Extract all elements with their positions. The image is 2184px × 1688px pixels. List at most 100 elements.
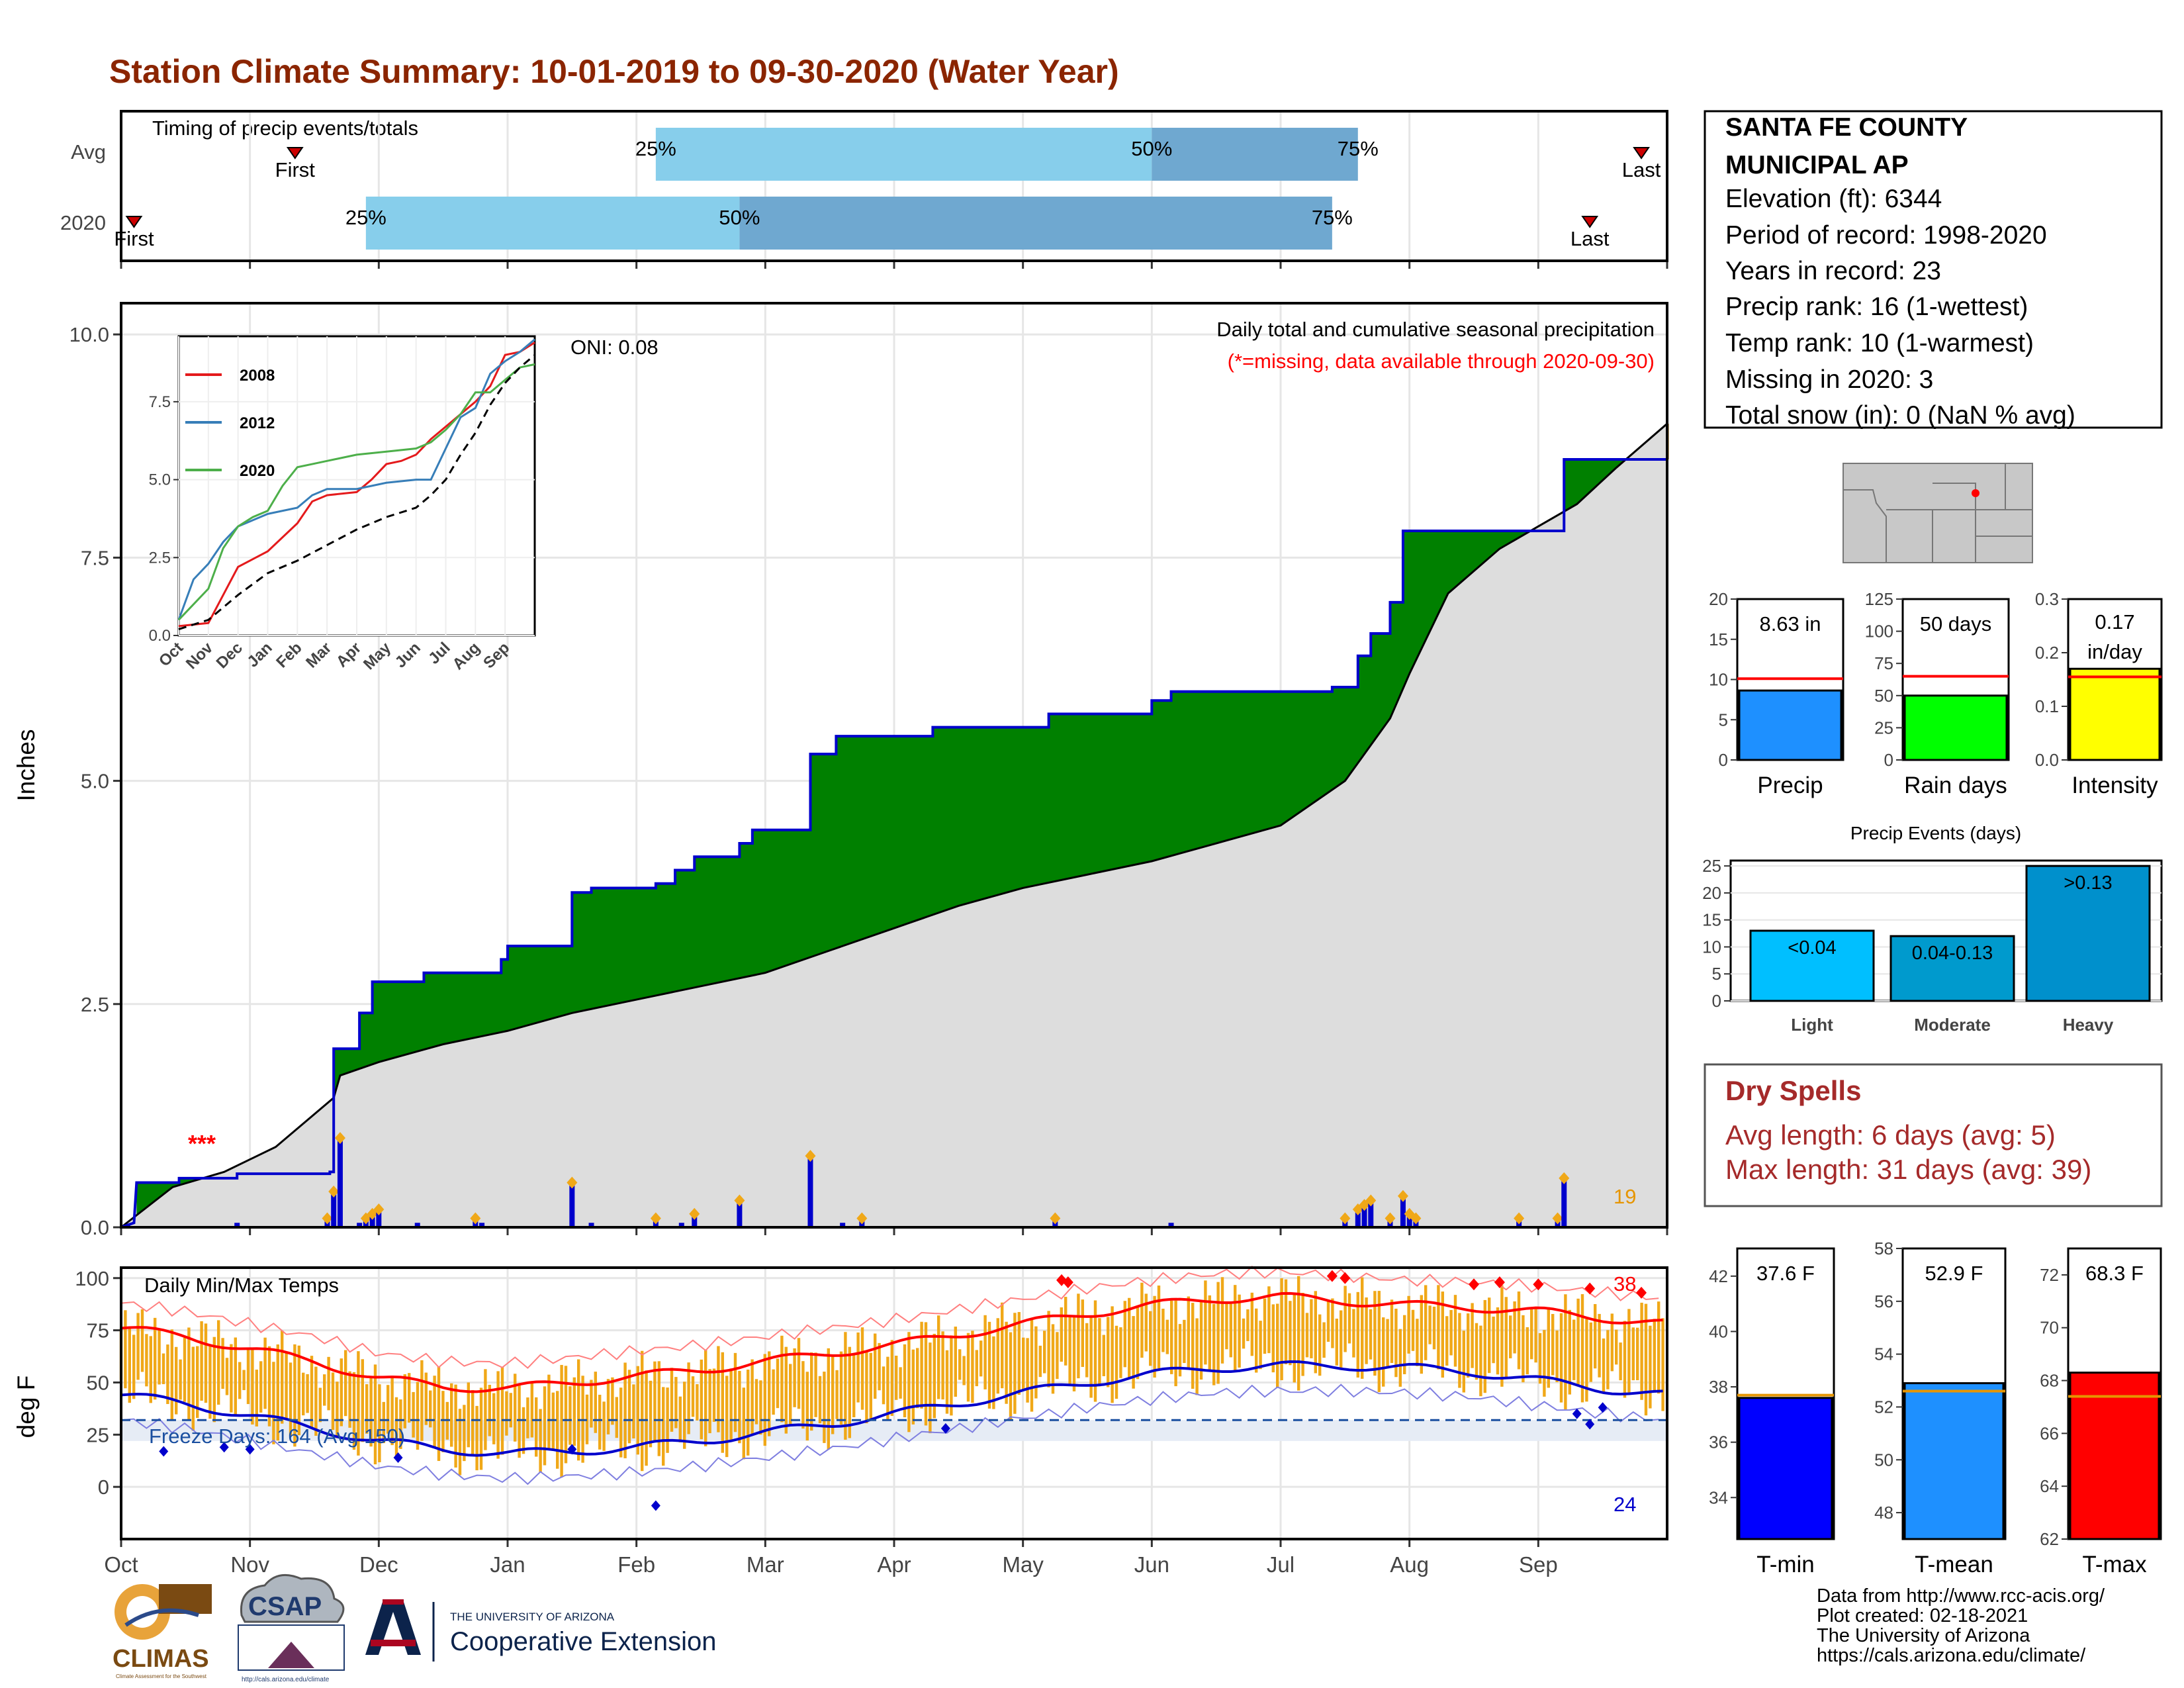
daily-temp-range-bar [1331, 1298, 1334, 1348]
surplus-fill [768, 829, 770, 972]
surplus-fill [180, 1178, 183, 1185]
daily-temp-range-bar [373, 1364, 377, 1465]
daily-temp-range-bar [606, 1379, 610, 1434]
surplus-fill [1214, 691, 1217, 844]
daily-temp-range-bar [1077, 1293, 1080, 1379]
surplus-fill [931, 736, 933, 915]
surplus-fill [1418, 530, 1420, 654]
surplus-fill [829, 754, 832, 951]
surplus-fill [577, 892, 579, 1012]
surplus-fill [1614, 459, 1616, 469]
daily-temp-range-bar [975, 1350, 978, 1387]
surplus-fill [1058, 714, 1060, 881]
surplus-fill [527, 946, 529, 1025]
timing-percent-label: 25% [635, 137, 676, 160]
surplus-fill [388, 982, 391, 1059]
daily-temp-range-bar [1530, 1309, 1533, 1360]
surplus-fill [588, 892, 591, 1009]
surplus-fill [1034, 727, 1036, 886]
surplus-fill [1304, 691, 1307, 808]
surplus-fill [385, 982, 387, 1060]
daily-temp-range-bar [390, 1376, 394, 1446]
surplus-fill [1367, 655, 1369, 750]
precip-summary-category-label: Precip [1757, 773, 1823, 798]
surplus-fill [999, 727, 1002, 894]
surplus-fill [518, 946, 520, 1028]
surplus-fill [1046, 727, 1048, 883]
surplus-fill [484, 972, 486, 1036]
surplus-fill [989, 727, 991, 898]
daily-temp-range-bar [429, 1390, 432, 1428]
surplus-fill [1506, 530, 1508, 545]
surplus-fill [815, 754, 817, 955]
surplus-fill [1247, 691, 1249, 835]
daily-temp-range-bar [747, 1369, 750, 1456]
surplus-fill [1186, 691, 1189, 852]
surplus-fill [671, 883, 673, 992]
surplus-fill [622, 888, 624, 1003]
surplus-fill [148, 1182, 150, 1206]
daily-temp-range-bar [1229, 1303, 1232, 1358]
surplus-fill [534, 946, 537, 1023]
daily-temp-range-bar [149, 1336, 152, 1403]
surplus-fill [672, 883, 674, 992]
daily-temp-range-bar [242, 1370, 246, 1390]
month-label: Apr [877, 1552, 911, 1577]
surplus-fill [1360, 655, 1363, 759]
daily-temp-range-bar [509, 1393, 512, 1428]
daily-temp-range-bar [1568, 1309, 1571, 1395]
surplus-fill [1163, 700, 1165, 858]
surplus-fill [1073, 714, 1075, 878]
surplus-fill [1602, 459, 1605, 480]
surplus-fill [1349, 686, 1351, 775]
surplus-fill [1120, 714, 1123, 868]
daily-temp-range-bar [1030, 1317, 1034, 1412]
surplus-fill [384, 982, 386, 1061]
surplus-fill [788, 829, 790, 965]
surplus-fill [1092, 714, 1095, 874]
surplus-fill [1050, 714, 1052, 882]
surplus-fill [592, 888, 595, 1009]
cold-day-marker [940, 1423, 950, 1434]
month-label: Feb [617, 1552, 655, 1577]
surplus-fill [1225, 691, 1227, 841]
surplus-fill [1266, 691, 1269, 829]
surplus-fill [1032, 727, 1034, 886]
daily-temp-range-bar [1631, 1327, 1635, 1381]
daily-temp-range-bar [1432, 1306, 1436, 1350]
timing-percent-label: 50% [719, 206, 760, 229]
dry-spells-avg: Avg length: 6 days (avg: 5) [1725, 1119, 2056, 1150]
surplus-fill [1590, 459, 1592, 492]
surplus-fill [1430, 530, 1432, 630]
footer-data-source: Data from http://www.rcc-acis.org/ [1817, 1585, 2105, 1607]
surplus-fill [479, 972, 481, 1037]
timing-row-avg-label: Avg [71, 140, 106, 164]
surplus-fill [1059, 714, 1061, 880]
station-location-dot [1972, 489, 1979, 497]
daily-precip-marker [856, 1212, 868, 1225]
surplus-fill [1584, 459, 1586, 496]
surplus-fill [819, 754, 821, 954]
daily-temp-range-bar [293, 1344, 296, 1447]
surplus-fill [680, 870, 682, 991]
surplus-fill [1288, 691, 1291, 820]
daily-temp-range-bar [1293, 1293, 1296, 1383]
timing-bar-25-50 [655, 128, 1152, 181]
surplus-fill [934, 727, 936, 914]
cold-day-marker [159, 1446, 169, 1457]
daily-precip-bar [678, 1223, 684, 1227]
daily-temp-range-bar [958, 1349, 962, 1380]
surplus-fill [1083, 714, 1085, 876]
surplus-fill [890, 736, 892, 929]
surplus-fill [930, 736, 933, 915]
surplus-fill [1336, 686, 1338, 787]
surplus-fill [1002, 727, 1005, 894]
daily-temp-range-bar [717, 1346, 720, 1432]
surplus-fill [1028, 727, 1030, 887]
surplus-fill [619, 888, 621, 1004]
surplus-fill [1239, 691, 1242, 837]
surplus-fill [606, 888, 609, 1006]
surplus-fill [1297, 691, 1299, 814]
surplus-fill [825, 754, 828, 952]
